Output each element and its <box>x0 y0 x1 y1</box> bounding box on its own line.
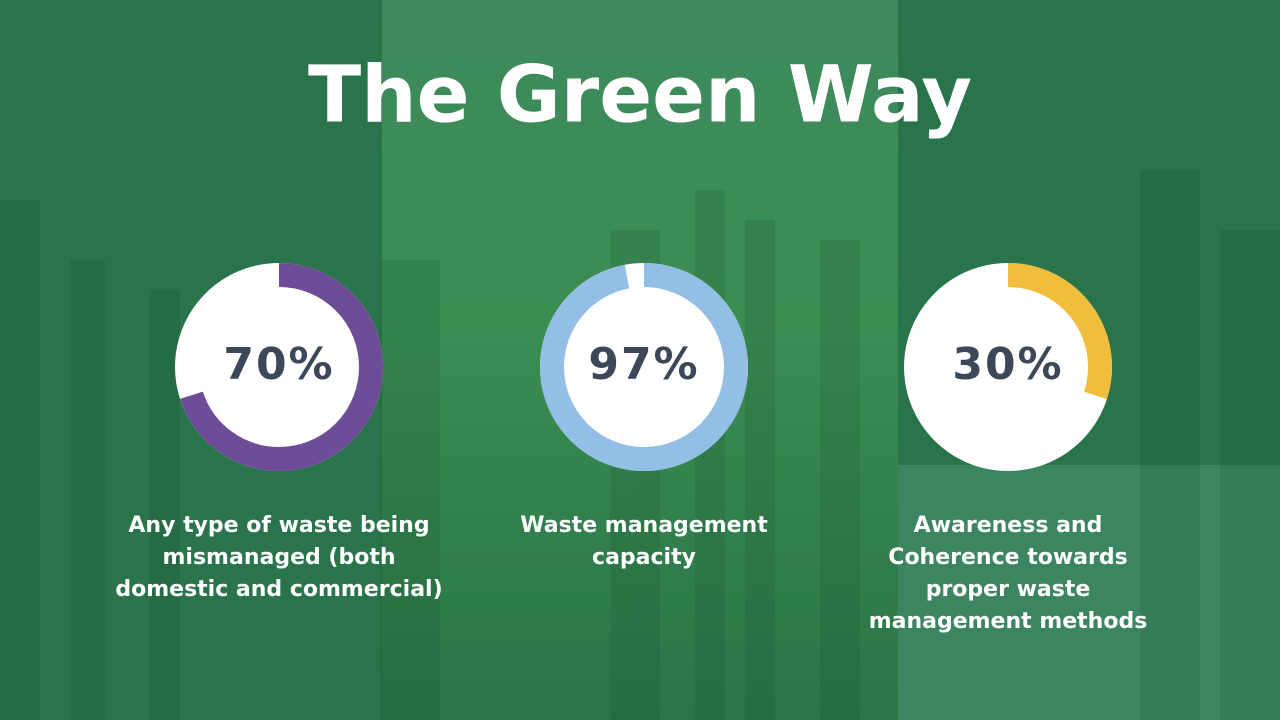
slide-title: The Green Way <box>308 50 972 140</box>
value-label: 70% <box>223 339 334 390</box>
caption: Waste management capacity <box>520 513 768 570</box>
skyline <box>0 170 1280 720</box>
caption: Awareness and Coherence towards proper w… <box>868 513 1148 634</box>
donut-background <box>175 263 383 471</box>
donut-arc <box>540 263 748 471</box>
donut-background <box>904 263 1112 471</box>
caption: Any type of waste being mismanaged (both… <box>115 513 443 602</box>
background-panel <box>898 465 1280 720</box>
donut-arc <box>175 263 383 471</box>
value-label: 97% <box>588 339 699 390</box>
donut-background <box>540 263 748 471</box>
value-label: 30% <box>952 339 1063 390</box>
donut-arc <box>904 263 1112 471</box>
